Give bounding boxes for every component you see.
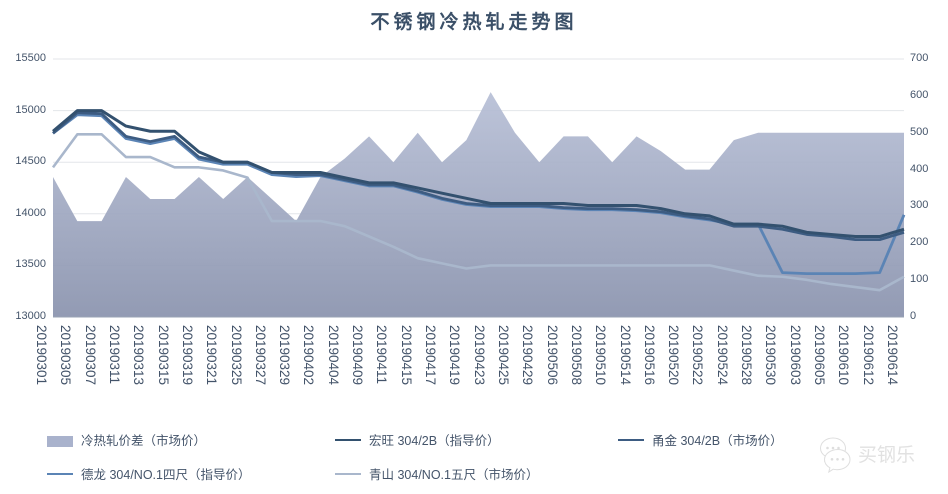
svg-text:买钢乐: 买钢乐: [858, 444, 915, 466]
